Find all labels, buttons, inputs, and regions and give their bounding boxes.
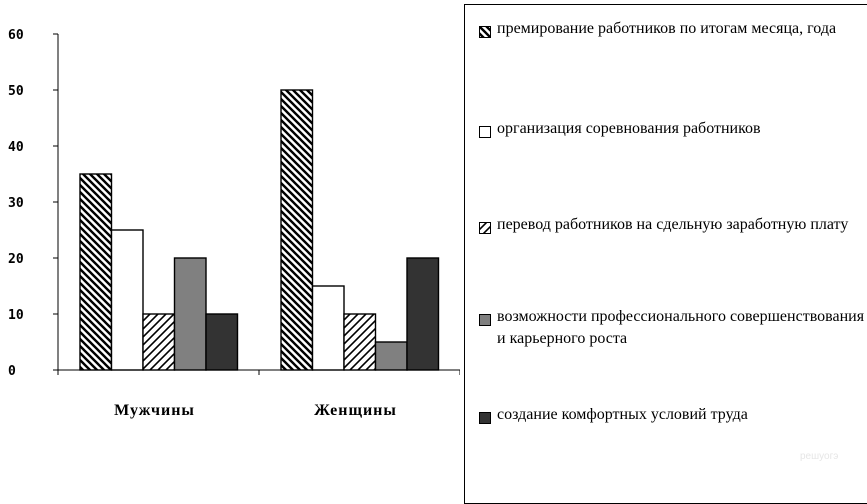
legend-label-comfort: создание комфортных условий труда <box>497 406 748 423</box>
legend-swatch-career <box>479 311 491 326</box>
legend-swatch-comfort <box>479 409 491 424</box>
legend-item-competition: организация соревнования работников <box>479 118 867 140</box>
legend-label-bonus: премирование работников по итогам месяца… <box>497 20 837 37</box>
category-label: Мужчины <box>114 402 195 419</box>
y-tick-label: 50 <box>8 84 24 99</box>
bar-men-series-5 <box>205 313 239 371</box>
bar-women-series-3 <box>343 313 377 371</box>
legend-label-career: возможности профессионального совершенст… <box>497 308 865 347</box>
bar-men-series-4 <box>173 257 207 371</box>
bar-women-series-2 <box>311 285 345 371</box>
y-tick-label: 20 <box>8 252 24 267</box>
legend-label-competition: организация соревнования работников <box>497 120 761 137</box>
legend-item-bonus: премирование работников по итогам месяца… <box>479 18 867 40</box>
legend-item-comfort: создание комфортных условий труда <box>479 404 867 426</box>
bar-women-series-4 <box>374 341 408 371</box>
legend-swatch-bonus <box>479 23 491 38</box>
legend-swatch-piecework <box>479 219 491 234</box>
chart-legend: премирование работников по итогам месяца… <box>464 4 867 504</box>
y-tick-label: 30 <box>8 196 24 211</box>
bar-women-series-1 <box>280 89 314 371</box>
legend-item-piecework: перевод работников на сдельную заработну… <box>479 214 867 236</box>
bar-men-series-2 <box>110 229 144 371</box>
bar-men-series-3 <box>142 313 176 371</box>
y-tick-label: 10 <box>8 308 24 323</box>
watermark: решуогэ <box>800 451 839 462</box>
y-tick-label: 0 <box>8 364 16 379</box>
bar-chart: 0 10 20 30 40 50 60 Мужчины Женщины <box>8 28 460 419</box>
bar-men-series-1 <box>79 173 113 371</box>
y-tick-label: 60 <box>8 28 24 43</box>
legend-swatch-competition <box>479 123 491 138</box>
category-label: Женщины <box>314 402 397 419</box>
legend-item-career: возможности профессионального совершенст… <box>479 306 867 350</box>
legend-label-piecework: перевод работников на сдельную заработну… <box>497 216 849 233</box>
y-tick-label: 40 <box>8 140 24 155</box>
bar-women-series-5 <box>406 257 440 371</box>
